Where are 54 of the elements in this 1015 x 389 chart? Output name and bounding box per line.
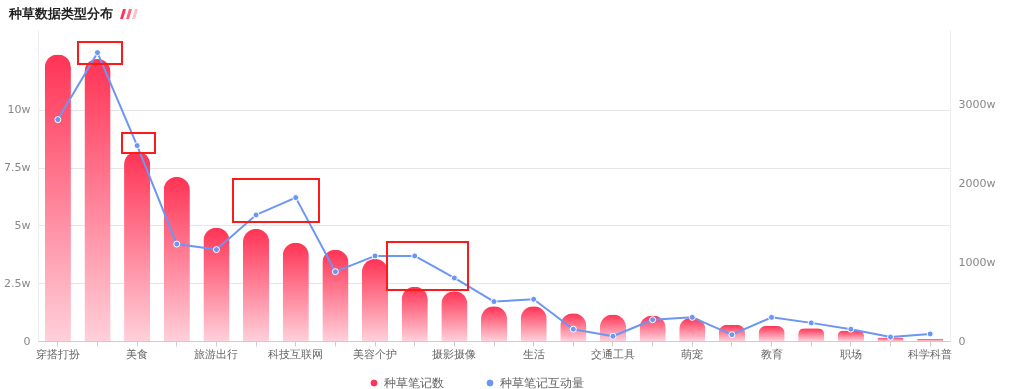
bar [322,249,349,341]
point [292,194,300,202]
bar [203,227,230,341]
x-tick-label: 美食 [126,347,149,361]
x-tick-label: 美容个护 [353,347,398,361]
y2-tick-label: 3000w [958,98,996,112]
point [847,325,855,333]
bar [361,258,389,341]
point [331,268,339,276]
y-tick-label: 2.5w [4,276,31,290]
point [609,332,617,340]
y-tick-label: 10w [7,103,31,117]
chart-title: 种草数据类型分布 [9,5,113,23]
y2-tick-label: 0 [958,334,966,348]
y2-tick-label: 1000w [958,255,996,269]
x-tick-label: 旅游出行 [194,347,239,361]
bar [163,176,190,341]
y2-tick-label: 2000w [958,176,996,190]
point [252,211,260,219]
bar [124,151,151,341]
x-tick-label: 科技互联网 [268,347,324,361]
point [887,333,895,341]
point [768,313,776,321]
point [450,274,458,282]
point [212,246,220,254]
point [649,316,657,324]
x-tick-label: 交通工具 [590,347,635,361]
bar [243,228,270,341]
point [93,49,101,57]
point [371,252,379,260]
point [490,298,498,306]
x-tick-label: 教育 [760,347,783,361]
x-tick-label: 职场 [839,347,862,361]
point [54,116,62,124]
x-tick-label: 萌宠 [681,347,704,361]
point [411,252,419,260]
point [688,313,696,321]
legend-label: 种草笔记互动量 [500,376,584,389]
x-tick-label: 穿搭打扮 [35,347,80,361]
y-tick-label: 5w [14,218,31,232]
bar [282,242,309,341]
point [173,240,181,248]
point [530,295,538,303]
point [807,319,815,327]
legend-label: 种草笔记数 [384,376,444,389]
x-tick-label: 生活 [522,347,545,361]
y-tick-label: 0 [23,334,31,348]
y-tick-label: 7.5w [4,161,31,175]
point [133,142,141,150]
x-tick-label: 科学科普 [908,347,953,361]
bar [44,54,71,341]
bar [84,59,111,341]
point [926,330,934,338]
x-tick-label: 摄影摄像 [432,347,477,361]
